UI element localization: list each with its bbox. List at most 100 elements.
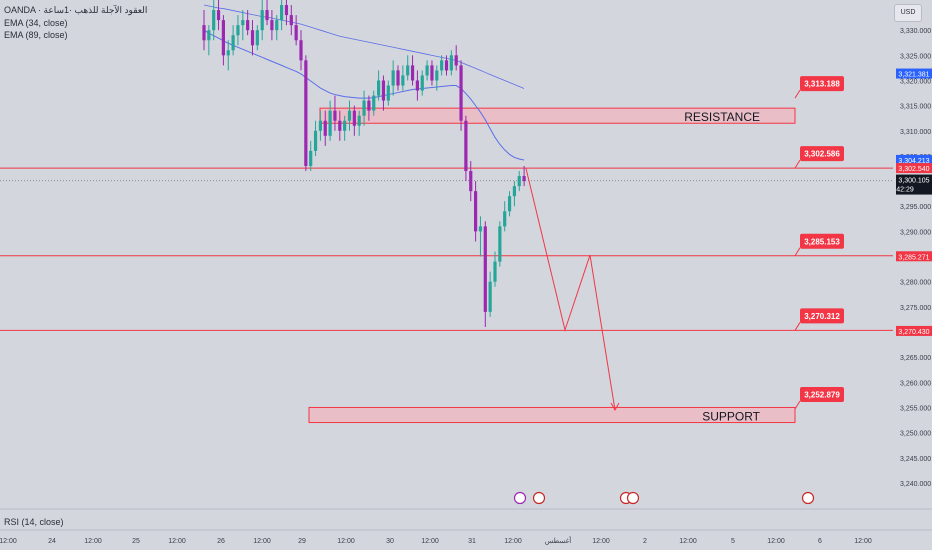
currency-button[interactable]: USD xyxy=(894,4,922,22)
candle-body[interactable] xyxy=(270,20,274,31)
candle-body[interactable] xyxy=(202,25,206,41)
candle-body[interactable] xyxy=(464,120,468,172)
candle-body[interactable] xyxy=(250,30,255,46)
candle-body[interactable] xyxy=(517,176,521,187)
candle-body[interactable] xyxy=(304,60,308,167)
x-tick-label: 2 xyxy=(643,538,647,545)
candle-body[interactable] xyxy=(401,75,405,86)
candle-body[interactable] xyxy=(284,5,289,16)
zone-label: SUPPORT xyxy=(702,410,760,424)
candle-body[interactable] xyxy=(430,65,434,81)
candle-body[interactable] xyxy=(512,186,516,197)
time-axis[interactable] xyxy=(0,530,932,550)
candle-body[interactable] xyxy=(507,196,512,212)
candle-body[interactable] xyxy=(488,281,492,312)
candle-body[interactable] xyxy=(381,80,386,101)
candle-body[interactable] xyxy=(231,35,235,51)
candle-body[interactable] xyxy=(503,211,507,227)
candle-body[interactable] xyxy=(216,10,221,21)
candle-body[interactable] xyxy=(241,20,245,26)
event-flag-icon[interactable] xyxy=(801,491,815,505)
price-axis[interactable] xyxy=(893,0,932,550)
candle-body[interactable] xyxy=(226,50,230,56)
candle-body[interactable] xyxy=(406,65,410,76)
candle-body[interactable] xyxy=(372,95,376,111)
ema89-legend[interactable]: EMA (89, close) xyxy=(4,30,68,40)
level-callout-text: 3,270.312 xyxy=(804,312,840,321)
candle-body[interactable] xyxy=(338,120,342,131)
candle-body[interactable] xyxy=(386,85,390,101)
candle-body[interactable] xyxy=(449,55,453,71)
projection-path[interactable] xyxy=(525,168,616,411)
level-callout-box[interactable] xyxy=(800,146,844,162)
candle-body[interactable] xyxy=(265,10,269,21)
y-tick-label: 3,265.000 xyxy=(900,355,931,362)
y-tick-label: 3,310.000 xyxy=(900,129,931,136)
candle-body[interactable] xyxy=(294,25,298,41)
candle-body[interactable] xyxy=(483,226,487,312)
candle-body[interactable] xyxy=(299,40,303,61)
level-callout-pointer xyxy=(794,247,801,257)
zone-callout-box[interactable] xyxy=(800,76,844,92)
candle-body[interactable] xyxy=(246,20,250,31)
x-tick-label: 12:00 xyxy=(337,538,355,545)
candle-body[interactable] xyxy=(415,80,419,91)
candle-body[interactable] xyxy=(498,226,502,262)
x-tick-label: 31 xyxy=(468,538,476,545)
candle-body[interactable] xyxy=(391,70,395,86)
candle-body[interactable] xyxy=(333,110,337,121)
candle-body[interactable] xyxy=(255,30,259,46)
event-flag-icon[interactable] xyxy=(513,491,527,505)
candle-body[interactable] xyxy=(478,226,483,232)
candle-body[interactable] xyxy=(454,55,458,66)
candle-body[interactable] xyxy=(377,80,381,96)
candle-body[interactable] xyxy=(260,10,264,31)
candle-body[interactable] xyxy=(352,110,356,126)
candle-body[interactable] xyxy=(440,60,444,71)
candle-body[interactable] xyxy=(469,171,473,192)
candle-body[interactable] xyxy=(474,191,478,232)
candle-body[interactable] xyxy=(410,65,415,81)
candle-body[interactable] xyxy=(367,100,371,111)
rsi-label[interactable]: RSI (14, close) xyxy=(4,517,64,527)
candle-body[interactable] xyxy=(396,70,400,86)
y-tick-label: 3,250.000 xyxy=(900,431,931,438)
candle-body[interactable] xyxy=(313,130,318,151)
candle-body[interactable] xyxy=(459,65,463,121)
event-flag-icon[interactable] xyxy=(532,491,546,505)
candle-body[interactable] xyxy=(420,75,424,91)
current-price-badge xyxy=(896,174,932,195)
candle-body[interactable] xyxy=(309,150,313,166)
candle-body[interactable] xyxy=(425,65,429,76)
candle-body[interactable] xyxy=(362,100,366,116)
candle-body[interactable] xyxy=(280,5,284,21)
candle-body[interactable] xyxy=(236,25,240,36)
candle-body[interactable] xyxy=(318,120,322,131)
zone-callout-box[interactable] xyxy=(800,386,844,402)
candle-body[interactable] xyxy=(275,20,279,31)
level-axis-badge-text: 3,285.271 xyxy=(898,254,929,261)
ema-line xyxy=(203,4,525,89)
candle-body[interactable] xyxy=(347,110,352,121)
candle-body[interactable] xyxy=(207,30,211,41)
level-callout-box[interactable] xyxy=(800,308,844,324)
zone-support[interactable] xyxy=(308,406,796,424)
candle-body[interactable] xyxy=(221,20,225,56)
candle-body[interactable] xyxy=(212,10,216,31)
x-tick-label: أغسطس xyxy=(545,535,572,545)
candle-body[interactable] xyxy=(435,70,439,81)
candle-body[interactable] xyxy=(444,60,449,71)
candle-body[interactable] xyxy=(357,115,361,126)
x-tick-label: 25 xyxy=(132,538,140,545)
event-flag-icon[interactable] xyxy=(626,491,640,505)
ema34-legend[interactable]: EMA (34, close) xyxy=(4,18,68,28)
candle-body[interactable] xyxy=(493,261,497,282)
x-tick-label: 12:00 xyxy=(0,538,17,545)
candle-body[interactable] xyxy=(522,176,526,182)
candle-body[interactable] xyxy=(328,110,332,136)
level-callout-box[interactable] xyxy=(800,233,844,249)
candle-body[interactable] xyxy=(323,120,327,136)
candle-body[interactable] xyxy=(343,120,347,131)
candle-body[interactable] xyxy=(289,15,293,26)
